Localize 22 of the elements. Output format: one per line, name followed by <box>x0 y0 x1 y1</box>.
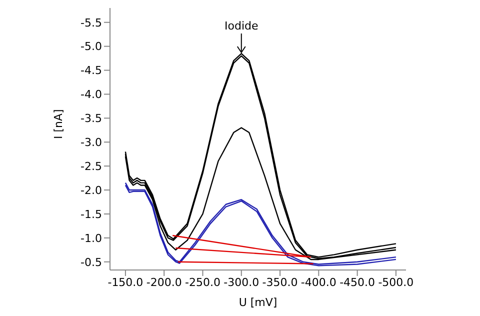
y-tick-label: -0.5 <box>80 256 102 269</box>
x-tick-label: -500.0 <box>378 276 414 289</box>
y-tick-label: -1.5 <box>80 208 102 221</box>
y-tick-label: -2.5 <box>80 160 102 173</box>
y-tick-label: -4.0 <box>80 88 102 102</box>
y-axis-title: I [nA] <box>52 109 65 139</box>
y-tick-label: -3.0 <box>80 136 102 150</box>
x-tick-label: -150.0 <box>108 276 144 289</box>
y-tick-label: -3.5 <box>80 112 102 126</box>
x-tick-label: -350.0 <box>262 276 298 289</box>
x-tick-label: -250.0 <box>185 276 220 289</box>
y-tick-label: -1.0 <box>80 232 102 245</box>
y-tick-label: -2.0 <box>80 184 102 197</box>
x-axis-title: U [mV] <box>238 296 278 309</box>
y-tick-label: -5.0 <box>80 40 102 54</box>
x-tick-label: -300.0 <box>224 276 260 289</box>
y-tick-label: -4.5 <box>80 64 102 78</box>
x-tick-label: -400.0 <box>300 276 336 289</box>
x-tick-label: -200.0 <box>146 276 182 289</box>
y-tick-label: -5.5 <box>80 16 102 30</box>
x-tick-label: -450.0 <box>340 276 376 289</box>
annotation: Iodide <box>224 20 258 33</box>
